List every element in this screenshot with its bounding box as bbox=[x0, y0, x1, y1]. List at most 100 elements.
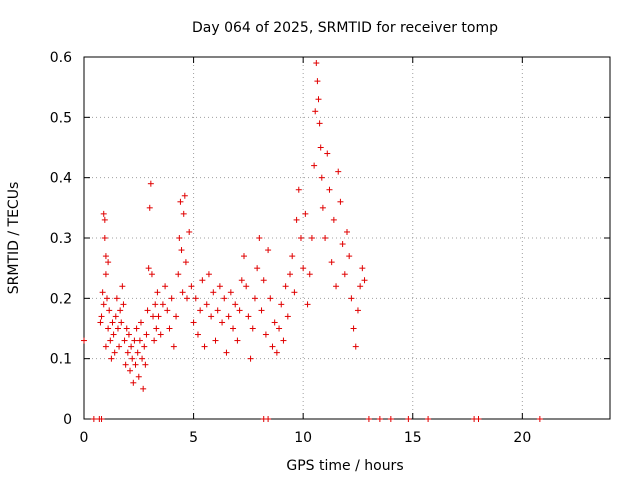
data-point bbox=[357, 283, 364, 290]
data-point bbox=[315, 96, 322, 103]
data-point bbox=[148, 271, 155, 278]
data-point bbox=[121, 337, 128, 344]
data-point bbox=[230, 325, 237, 332]
data-point bbox=[147, 180, 154, 187]
data-point bbox=[106, 307, 113, 314]
data-point bbox=[128, 343, 135, 350]
data-point bbox=[150, 313, 157, 320]
data-point bbox=[304, 301, 311, 308]
x-tick-label: 20 bbox=[513, 430, 531, 446]
data-point bbox=[243, 283, 250, 290]
data-point bbox=[265, 247, 272, 254]
data-point bbox=[318, 174, 325, 181]
data-point bbox=[249, 325, 256, 332]
data-point bbox=[141, 343, 148, 350]
data-point bbox=[256, 235, 263, 241]
y-tick-label: 0 bbox=[63, 412, 72, 428]
data-point bbox=[260, 277, 267, 284]
data-point bbox=[291, 289, 298, 296]
data-point bbox=[251, 295, 258, 302]
data-point bbox=[155, 313, 162, 320]
plot-frame bbox=[83, 56, 611, 420]
data-point bbox=[199, 277, 206, 284]
data-point bbox=[110, 331, 117, 338]
data-point bbox=[322, 235, 329, 241]
data-point bbox=[273, 349, 280, 356]
data-point bbox=[227, 289, 234, 296]
data-point bbox=[271, 319, 278, 326]
data-point bbox=[137, 319, 144, 326]
data-point bbox=[98, 313, 105, 320]
data-point bbox=[314, 78, 321, 85]
data-point bbox=[306, 271, 313, 278]
data-point bbox=[117, 307, 124, 314]
data-point bbox=[254, 265, 261, 272]
data-point bbox=[238, 277, 245, 284]
data-point bbox=[245, 313, 252, 320]
data-point bbox=[326, 186, 333, 193]
data-point bbox=[112, 313, 119, 320]
data-point bbox=[173, 313, 180, 320]
data-point bbox=[111, 349, 118, 356]
data-point bbox=[116, 343, 123, 350]
data-point bbox=[178, 247, 185, 254]
data-point bbox=[284, 313, 291, 320]
data-point bbox=[354, 307, 361, 314]
data-point bbox=[536, 416, 543, 422]
data-point bbox=[316, 120, 323, 127]
data-point bbox=[313, 60, 320, 67]
data-point bbox=[205, 271, 212, 278]
y-axis: 0 0.1 0.2 0.3 0.4 0.5 0.6 bbox=[50, 50, 610, 428]
x-axis-label: GPS time / hours bbox=[286, 458, 403, 474]
data-point bbox=[166, 325, 173, 332]
data-point bbox=[208, 313, 215, 320]
data-point bbox=[300, 265, 307, 272]
data-point bbox=[258, 307, 265, 314]
data-point bbox=[154, 289, 161, 296]
data-point bbox=[359, 265, 366, 272]
data-point bbox=[311, 162, 318, 169]
data-point bbox=[102, 253, 109, 260]
data-point bbox=[99, 289, 106, 296]
data-point bbox=[324, 150, 331, 157]
y-tick-label: 0.5 bbox=[50, 110, 72, 126]
data-point bbox=[341, 271, 348, 278]
data-point bbox=[159, 301, 166, 308]
x-axis: 0 5 10 15 20 bbox=[80, 57, 531, 446]
data-point bbox=[118, 319, 125, 326]
data-point bbox=[176, 235, 183, 241]
data-point bbox=[114, 325, 121, 332]
data-point bbox=[175, 271, 182, 278]
data-point bbox=[146, 204, 153, 211]
data-point bbox=[108, 355, 115, 362]
data-point bbox=[122, 361, 129, 368]
data-point bbox=[312, 108, 319, 115]
data-point bbox=[387, 416, 394, 422]
data-point bbox=[123, 325, 130, 332]
data-point bbox=[319, 204, 326, 211]
data-point bbox=[164, 307, 171, 314]
data-point bbox=[98, 416, 105, 422]
data-point bbox=[105, 259, 112, 266]
grid bbox=[84, 57, 610, 419]
data-point bbox=[232, 301, 239, 308]
data-point bbox=[212, 337, 219, 344]
data-point bbox=[81, 337, 87, 344]
data-point bbox=[119, 283, 126, 290]
data-point bbox=[376, 416, 383, 422]
data-point bbox=[102, 343, 109, 350]
data-point bbox=[302, 210, 309, 217]
data-point bbox=[192, 295, 199, 302]
x-tick-label: 10 bbox=[294, 430, 312, 446]
data-point bbox=[105, 325, 112, 332]
data-point bbox=[308, 235, 315, 241]
data-point bbox=[282, 283, 289, 290]
y-tick-label: 0.3 bbox=[50, 231, 72, 247]
data-point bbox=[240, 253, 247, 260]
data-point bbox=[337, 198, 344, 205]
data-point bbox=[143, 331, 150, 338]
data-point bbox=[216, 283, 223, 290]
data-point bbox=[151, 337, 158, 344]
data-point bbox=[113, 295, 120, 302]
